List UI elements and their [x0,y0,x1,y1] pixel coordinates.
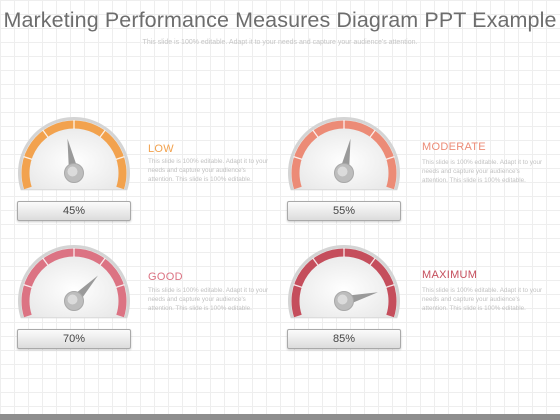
gauge-value-box: 55% [287,201,401,221]
gauge-label-moderate: MODERATE [422,141,486,153]
gauge-low: 45% [17,117,141,233]
gauge-moderate: 55% [287,117,411,233]
gauge-dial [17,117,130,191]
gauge-tick [42,257,49,266]
gauge-good: 70% [17,245,141,361]
gauge-tick [385,156,395,161]
gauge-description-low: This slide is 100% editable. Adapt it to… [148,158,269,183]
gauge-tick [312,129,319,138]
gauge-hub-highlight [67,166,78,177]
gauge-tick [385,284,395,289]
gauge-hub-highlight [337,294,348,305]
gauge-label-low: LOW [148,143,174,155]
gauge-tick [369,257,376,266]
gauge-tick [115,284,125,289]
gauge-value-box: 70% [17,329,131,349]
gauge-tick [115,156,125,161]
gauge-tick [293,284,303,289]
gauge-dial [17,245,130,319]
gauge-label-maximum: MAXIMUM [422,269,478,281]
gauge-description-good: This slide is 100% editable. Adapt it to… [148,287,269,312]
slide-subtitle: This slide is 100% editable. Adapt it to… [142,39,418,46]
gauge-hub-highlight [67,294,78,305]
gauge-description-moderate: This slide is 100% editable. Adapt it to… [422,159,543,184]
gauge-tick [99,129,106,138]
gauge-hub-highlight [337,166,348,177]
gauge-tick [23,284,33,289]
gauge-dial [288,245,400,319]
gauge-description-maximum: This slide is 100% editable. Adapt it to… [422,287,543,312]
gauge-tick [99,257,106,266]
gauge-dial [288,117,400,191]
slide-title: Marketing Performance Measures Diagram P… [3,8,557,32]
gauge-tick [312,257,319,266]
gauge-value-box: 85% [287,329,401,349]
gauge-maximum: 85% [287,245,411,361]
gauge-value-box: 45% [17,201,131,221]
gauge-tick [23,156,33,161]
gauge-tick [42,129,49,138]
bottom-bar [0,414,560,420]
gauge-label-good: GOOD [148,271,183,283]
gauge-tick [293,156,303,161]
gauge-tick [369,129,376,138]
